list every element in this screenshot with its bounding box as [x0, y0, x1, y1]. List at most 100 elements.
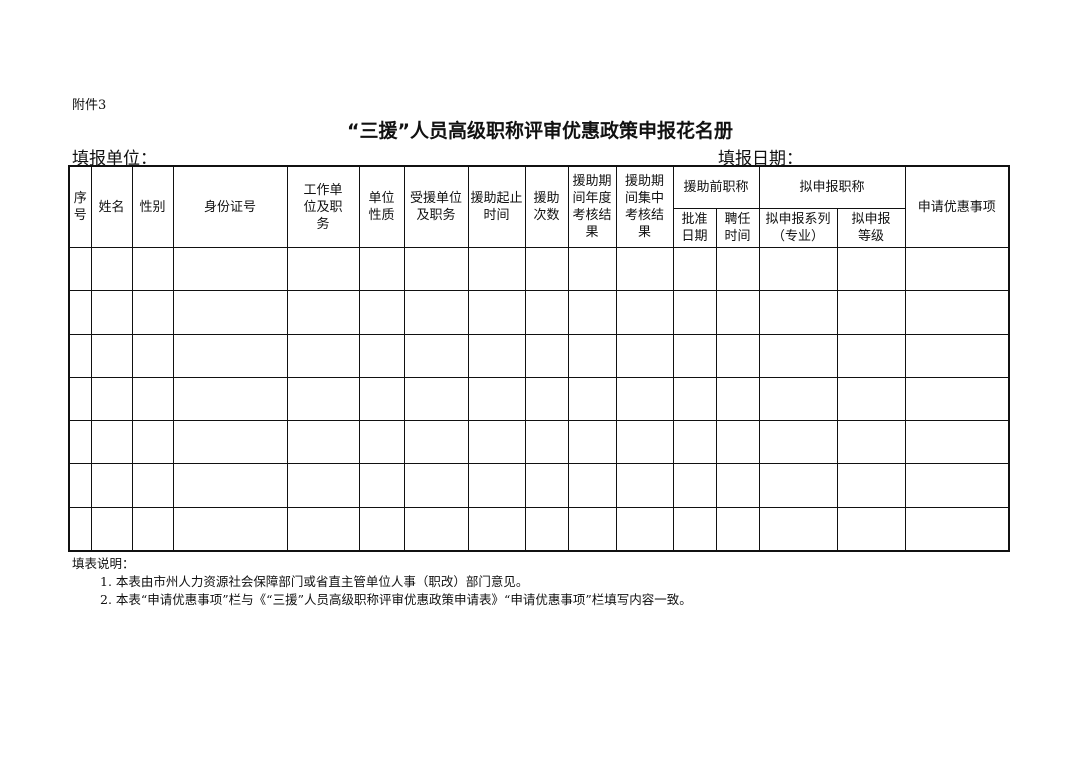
table-cell[interactable] — [904, 420, 1010, 465]
table-cell[interactable] — [286, 246, 360, 292]
table-cell[interactable] — [567, 463, 617, 508]
table-cell[interactable] — [68, 246, 92, 292]
table-cell[interactable] — [467, 333, 526, 378]
table-cell[interactable] — [615, 420, 674, 465]
table-cell[interactable] — [286, 376, 360, 422]
table-cell[interactable] — [672, 420, 717, 465]
table-cell[interactable] — [467, 506, 526, 552]
table-cell[interactable] — [172, 290, 288, 335]
table-cell[interactable] — [286, 420, 360, 465]
table-cell[interactable] — [286, 290, 360, 335]
table-cell[interactable] — [131, 246, 174, 292]
table-cell[interactable] — [172, 376, 288, 422]
table-cell[interactable] — [715, 376, 760, 422]
table-cell[interactable] — [836, 463, 906, 508]
table-cell[interactable] — [904, 333, 1010, 378]
table-cell[interactable] — [403, 463, 469, 508]
table-cell[interactable] — [131, 333, 174, 378]
table-cell[interactable] — [286, 506, 360, 552]
table-cell[interactable] — [358, 376, 405, 422]
table-cell[interactable] — [758, 290, 838, 335]
table-cell[interactable] — [715, 506, 760, 552]
table-cell[interactable] — [615, 506, 674, 552]
table-cell[interactable] — [836, 376, 906, 422]
table-cell[interactable] — [758, 420, 838, 465]
table-cell[interactable] — [172, 463, 288, 508]
table-cell[interactable] — [131, 506, 174, 552]
table-cell[interactable] — [672, 506, 717, 552]
table-cell[interactable] — [672, 376, 717, 422]
table-cell[interactable] — [672, 290, 717, 335]
table-cell[interactable] — [286, 463, 360, 508]
table-cell[interactable] — [904, 376, 1010, 422]
table-cell[interactable] — [68, 376, 92, 422]
table-cell[interactable] — [904, 290, 1010, 335]
table-cell[interactable] — [672, 246, 717, 292]
table-cell[interactable] — [524, 376, 569, 422]
table-cell[interactable] — [90, 420, 133, 465]
table-cell[interactable] — [90, 246, 133, 292]
table-cell[interactable] — [758, 333, 838, 378]
table-cell[interactable] — [758, 506, 838, 552]
table-cell[interactable] — [403, 376, 469, 422]
table-cell[interactable] — [758, 463, 838, 508]
table-cell[interactable] — [68, 506, 92, 552]
table-cell[interactable] — [615, 376, 674, 422]
table-cell[interactable] — [567, 246, 617, 292]
table-cell[interactable] — [715, 333, 760, 378]
table-cell[interactable] — [90, 463, 133, 508]
table-cell[interactable] — [403, 333, 469, 378]
table-cell[interactable] — [172, 420, 288, 465]
table-cell[interactable] — [358, 506, 405, 552]
table-cell[interactable] — [90, 376, 133, 422]
table-cell[interactable] — [715, 246, 760, 292]
table-cell[interactable] — [68, 420, 92, 465]
table-cell[interactable] — [836, 290, 906, 335]
table-cell[interactable] — [403, 506, 469, 552]
table-cell[interactable] — [524, 333, 569, 378]
table-cell[interactable] — [524, 290, 569, 335]
table-cell[interactable] — [172, 333, 288, 378]
table-cell[interactable] — [524, 246, 569, 292]
table-cell[interactable] — [567, 376, 617, 422]
table-cell[interactable] — [358, 420, 405, 465]
table-cell[interactable] — [524, 463, 569, 508]
table-cell[interactable] — [403, 290, 469, 335]
table-cell[interactable] — [615, 333, 674, 378]
table-cell[interactable] — [172, 506, 288, 552]
table-cell[interactable] — [286, 333, 360, 378]
table-cell[interactable] — [836, 420, 906, 465]
table-cell[interactable] — [615, 463, 674, 508]
table-cell[interactable] — [615, 290, 674, 335]
table-cell[interactable] — [524, 506, 569, 552]
table-cell[interactable] — [68, 333, 92, 378]
table-cell[interactable] — [715, 290, 760, 335]
table-cell[interactable] — [904, 463, 1010, 508]
table-cell[interactable] — [403, 246, 469, 292]
table-cell[interactable] — [836, 333, 906, 378]
table-cell[interactable] — [836, 246, 906, 292]
table-cell[interactable] — [131, 420, 174, 465]
table-cell[interactable] — [172, 246, 288, 292]
table-cell[interactable] — [715, 463, 760, 508]
table-cell[interactable] — [68, 463, 92, 508]
table-cell[interactable] — [758, 376, 838, 422]
table-cell[interactable] — [904, 506, 1010, 552]
table-cell[interactable] — [672, 463, 717, 508]
table-cell[interactable] — [567, 506, 617, 552]
table-cell[interactable] — [131, 290, 174, 335]
table-cell[interactable] — [715, 420, 760, 465]
table-cell[interactable] — [358, 463, 405, 508]
table-cell[interactable] — [358, 246, 405, 292]
table-cell[interactable] — [567, 290, 617, 335]
table-cell[interactable] — [358, 290, 405, 335]
table-cell[interactable] — [758, 246, 838, 292]
table-cell[interactable] — [131, 463, 174, 508]
table-cell[interactable] — [672, 333, 717, 378]
table-cell[interactable] — [467, 376, 526, 422]
table-cell[interactable] — [615, 246, 674, 292]
table-cell[interactable] — [467, 420, 526, 465]
table-cell[interactable] — [90, 506, 133, 552]
table-cell[interactable] — [467, 246, 526, 292]
table-cell[interactable] — [524, 420, 569, 465]
